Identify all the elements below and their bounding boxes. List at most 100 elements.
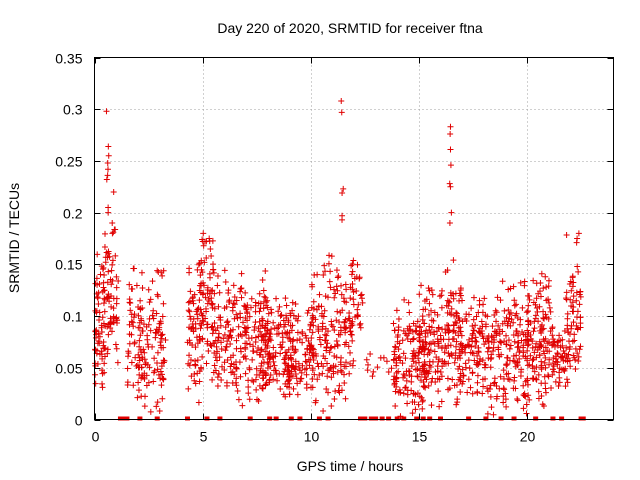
zero-data-point <box>401 416 407 421</box>
data-point <box>391 348 398 355</box>
data-point <box>526 361 533 368</box>
data-point <box>110 305 117 312</box>
data-point <box>315 303 322 310</box>
data-point <box>326 349 333 356</box>
data-point <box>573 314 580 321</box>
data-point <box>270 358 277 365</box>
data-point <box>529 338 536 345</box>
data-point <box>399 337 406 344</box>
data-point <box>347 331 354 338</box>
data-point <box>502 390 509 397</box>
data-point <box>502 396 509 403</box>
data-point <box>446 310 453 317</box>
data-point <box>287 355 294 362</box>
data-point <box>327 268 334 275</box>
data-point <box>385 368 392 375</box>
data-point <box>491 375 498 382</box>
data-point <box>363 356 370 363</box>
data-points <box>92 97 586 421</box>
data-point <box>445 350 452 357</box>
data-point <box>252 334 259 341</box>
data-point <box>438 304 445 311</box>
data-point <box>245 383 252 390</box>
data-point <box>438 287 445 294</box>
data-point <box>154 366 161 373</box>
data-point <box>242 289 249 296</box>
data-point <box>491 311 498 318</box>
data-point <box>266 355 273 362</box>
data-point <box>466 336 473 343</box>
data-point <box>270 344 277 351</box>
data-point <box>564 315 571 322</box>
data-point <box>248 295 255 302</box>
data-point <box>286 391 293 398</box>
data-point <box>545 373 552 380</box>
data-point <box>263 344 270 351</box>
data-point <box>267 331 274 338</box>
data-point <box>524 318 531 325</box>
data-point <box>282 321 289 328</box>
data-point <box>569 273 576 280</box>
data-point <box>299 330 306 337</box>
data-point <box>256 318 263 325</box>
data-point <box>526 292 533 299</box>
data-point <box>186 352 193 359</box>
data-point <box>302 351 309 358</box>
data-point <box>341 363 348 370</box>
data-point <box>533 304 540 311</box>
data-point <box>570 352 577 359</box>
data-point <box>146 299 153 306</box>
data-point <box>270 319 277 326</box>
data-point <box>328 318 335 325</box>
data-point <box>396 340 403 347</box>
data-point <box>212 327 219 334</box>
data-point <box>440 336 447 343</box>
data-point <box>290 312 297 319</box>
data-point <box>216 289 223 296</box>
data-point <box>112 341 119 348</box>
data-point <box>572 345 579 352</box>
data-point <box>563 296 570 303</box>
data-point <box>326 252 333 259</box>
data-point <box>390 356 397 363</box>
data-point <box>95 301 102 308</box>
data-point <box>462 364 469 371</box>
data-point <box>540 285 547 292</box>
data-point <box>231 361 238 368</box>
data-point <box>416 291 423 298</box>
data-point <box>511 338 518 345</box>
data-point <box>472 334 479 341</box>
zero-data-point <box>438 416 443 421</box>
data-point <box>474 372 481 379</box>
data-point <box>504 354 511 361</box>
data-point <box>260 298 267 305</box>
data-point <box>233 364 240 371</box>
data-point <box>152 334 159 341</box>
data-point <box>216 354 223 361</box>
data-point <box>104 294 111 301</box>
data-point <box>209 287 216 294</box>
data-point <box>244 317 251 324</box>
data-point <box>448 305 455 312</box>
data-point <box>257 328 264 335</box>
data-point <box>516 355 523 362</box>
data-point <box>484 334 491 341</box>
data-point <box>450 328 457 335</box>
data-point <box>546 356 553 363</box>
data-point <box>350 301 357 308</box>
data-point <box>364 367 371 374</box>
data-point <box>392 343 399 350</box>
data-point <box>343 299 350 306</box>
data-point <box>130 382 137 389</box>
data-point <box>101 308 108 315</box>
data-point <box>536 338 543 345</box>
data-point <box>154 293 161 300</box>
data-point <box>208 288 215 295</box>
data-point <box>503 341 510 348</box>
data-point <box>192 362 199 369</box>
data-point <box>107 325 114 332</box>
zero-data-point <box>184 416 190 421</box>
data-point <box>495 344 502 351</box>
data-point <box>441 349 448 356</box>
data-point <box>564 379 571 386</box>
